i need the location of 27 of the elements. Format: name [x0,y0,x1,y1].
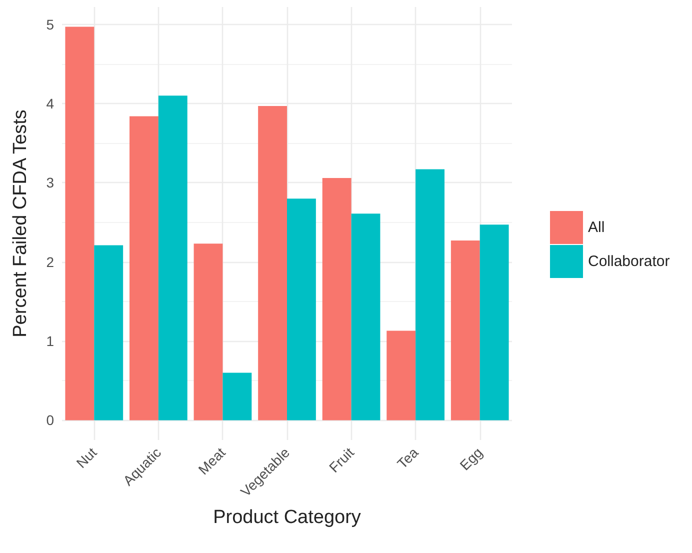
y-tick-label: 5 [46,16,54,32]
bar [158,96,188,420]
x-tick-label: Tea [394,444,422,472]
bar [416,169,444,420]
bar [480,224,509,420]
y-tick-label: 0 [46,412,54,428]
x-tick-label: Nut [73,444,100,472]
x-tick-label: Egg [456,444,486,474]
y-tick-label: 2 [46,254,54,270]
bar [222,372,252,420]
y-tick-label: 1 [46,333,54,350]
bar [258,106,287,420]
bar [65,26,94,420]
bar [194,244,223,420]
bar [351,214,380,420]
bar [287,198,316,420]
y-axis-title: Percent Failed CFDA Tests [10,110,31,338]
legend-label: All [588,219,605,236]
bar [322,178,352,420]
bar [130,116,158,420]
x-axis-title: Product Category [213,507,362,528]
bar [450,240,480,420]
bar [94,245,124,420]
bar [386,330,416,420]
legend-label: Collaborator [588,253,670,270]
y-tick-label: 3 [46,174,54,191]
y-tick-label: 4 [46,96,54,112]
